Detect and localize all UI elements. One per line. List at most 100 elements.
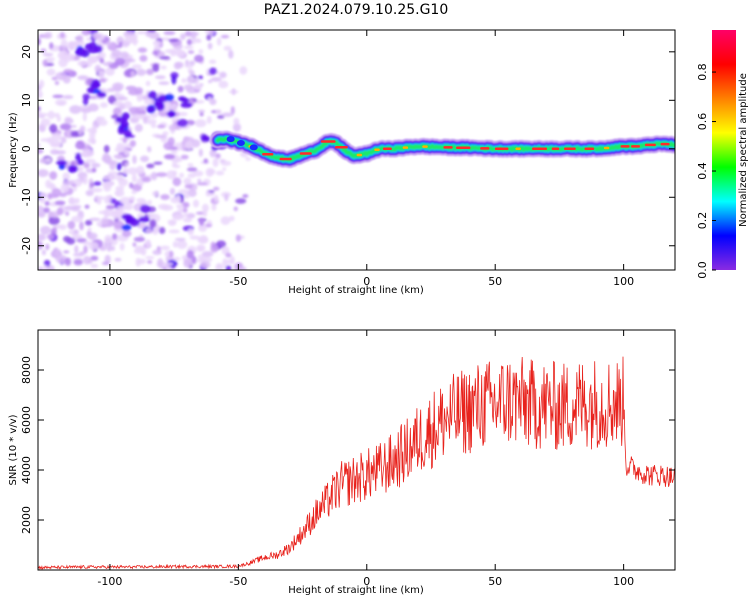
noise-blob	[184, 59, 190, 67]
spectrogram-x-ticks: -100 -50 0 50 100	[97, 30, 634, 288]
colorbar-tick-label: 0.2	[696, 212, 709, 230]
noise-blob	[66, 129, 72, 138]
noise-blob	[160, 37, 171, 41]
noise-blob	[116, 162, 122, 171]
noise-blob	[145, 255, 155, 260]
noise-blob	[43, 33, 53, 39]
noise-cluster	[203, 136, 211, 142]
noise-blob	[202, 209, 208, 218]
noise-blob	[158, 226, 166, 235]
noise-blob	[154, 75, 166, 80]
noise-blob	[176, 240, 188, 250]
noise-blob	[119, 196, 132, 205]
noise-blob	[147, 30, 157, 33]
noise-blob	[242, 194, 249, 199]
noise-blob	[91, 124, 97, 134]
noise-blob	[169, 250, 174, 258]
snr-plot-area	[38, 356, 675, 570]
noise-blob	[62, 94, 74, 100]
noise-cluster	[156, 103, 165, 112]
noise-blob	[117, 205, 128, 211]
spectrogram-x-label: Height of straight line (km)	[288, 285, 424, 296]
snr-x-tick-label: -100	[97, 575, 122, 588]
noise-cluster	[117, 127, 125, 135]
noise-cluster	[138, 216, 151, 223]
noise-blob	[54, 200, 66, 206]
colorbar-tick-label: 0.6	[696, 113, 709, 130]
noise-blob	[119, 242, 125, 251]
noise-cluster	[123, 129, 132, 139]
noise-blob	[38, 79, 45, 88]
noise-cluster	[165, 93, 175, 102]
noise-blob	[87, 227, 92, 232]
noise-blob	[123, 101, 133, 109]
noise-blob	[148, 32, 160, 39]
noise-cluster	[120, 120, 129, 129]
noise-blob	[155, 172, 168, 177]
noise-blob	[232, 123, 242, 132]
noise-blob	[186, 75, 195, 85]
noise-cluster	[166, 110, 176, 118]
noise-blob	[205, 167, 214, 177]
noise-blob	[54, 150, 66, 155]
noise-blob	[52, 227, 58, 231]
noise-blob	[215, 170, 225, 176]
noise-blob	[194, 119, 207, 128]
noise-blob	[146, 146, 152, 153]
noise-blob	[114, 257, 122, 262]
noise-blob	[225, 265, 232, 270]
noise-blob	[183, 192, 190, 199]
noise-cluster	[86, 87, 95, 94]
noise-blob	[208, 67, 218, 75]
noise-blob	[58, 224, 67, 230]
noise-blob	[191, 38, 201, 43]
noise-blob	[55, 99, 67, 106]
noise-blob	[137, 258, 146, 265]
noise-blob	[182, 207, 188, 213]
noise-blob	[75, 197, 80, 204]
noise-blob	[191, 256, 197, 265]
noise-blob	[125, 85, 137, 91]
noise-cluster	[75, 152, 82, 162]
noise-blob	[186, 250, 194, 259]
noise-blob	[87, 57, 98, 64]
noise-blob	[203, 158, 209, 164]
noise-blob	[157, 258, 164, 267]
noise-blob	[149, 219, 157, 228]
noise-blob	[158, 81, 170, 85]
noise-blob	[96, 33, 102, 39]
noise-blob	[98, 119, 108, 126]
noise-blob	[239, 66, 248, 75]
noise-blob	[83, 245, 88, 254]
noise-blob	[60, 136, 67, 144]
noise-blob	[89, 182, 95, 188]
noise-blob	[131, 190, 138, 195]
noise-blob	[129, 196, 136, 202]
noise-blob	[136, 94, 143, 102]
noise-blob	[38, 110, 42, 118]
noise-blob	[221, 246, 230, 256]
noise-cluster	[180, 102, 193, 108]
noise-blob	[113, 154, 122, 159]
noise-blob	[38, 211, 46, 218]
noise-blob	[207, 96, 212, 102]
noise-blob	[81, 30, 91, 36]
noise-blob	[70, 130, 80, 138]
signal-onset-blob	[236, 139, 245, 146]
noise-blob	[152, 63, 160, 73]
snr-x-ticks: -100 -50 0 50 100	[97, 330, 634, 588]
noise-blob	[105, 41, 112, 46]
noise-blob	[83, 255, 91, 265]
noise-blob	[172, 177, 182, 187]
noise-blob	[55, 254, 68, 264]
noise-blob	[56, 155, 65, 162]
colorbar-tick-label: 0.0	[696, 261, 709, 279]
noise-blob	[183, 258, 192, 268]
noise-blob	[160, 194, 170, 200]
noise-blob	[51, 188, 62, 197]
noise-blob	[197, 246, 204, 252]
noise-blob	[146, 260, 153, 264]
noise-blob	[125, 58, 136, 63]
noise-blob	[116, 142, 125, 151]
